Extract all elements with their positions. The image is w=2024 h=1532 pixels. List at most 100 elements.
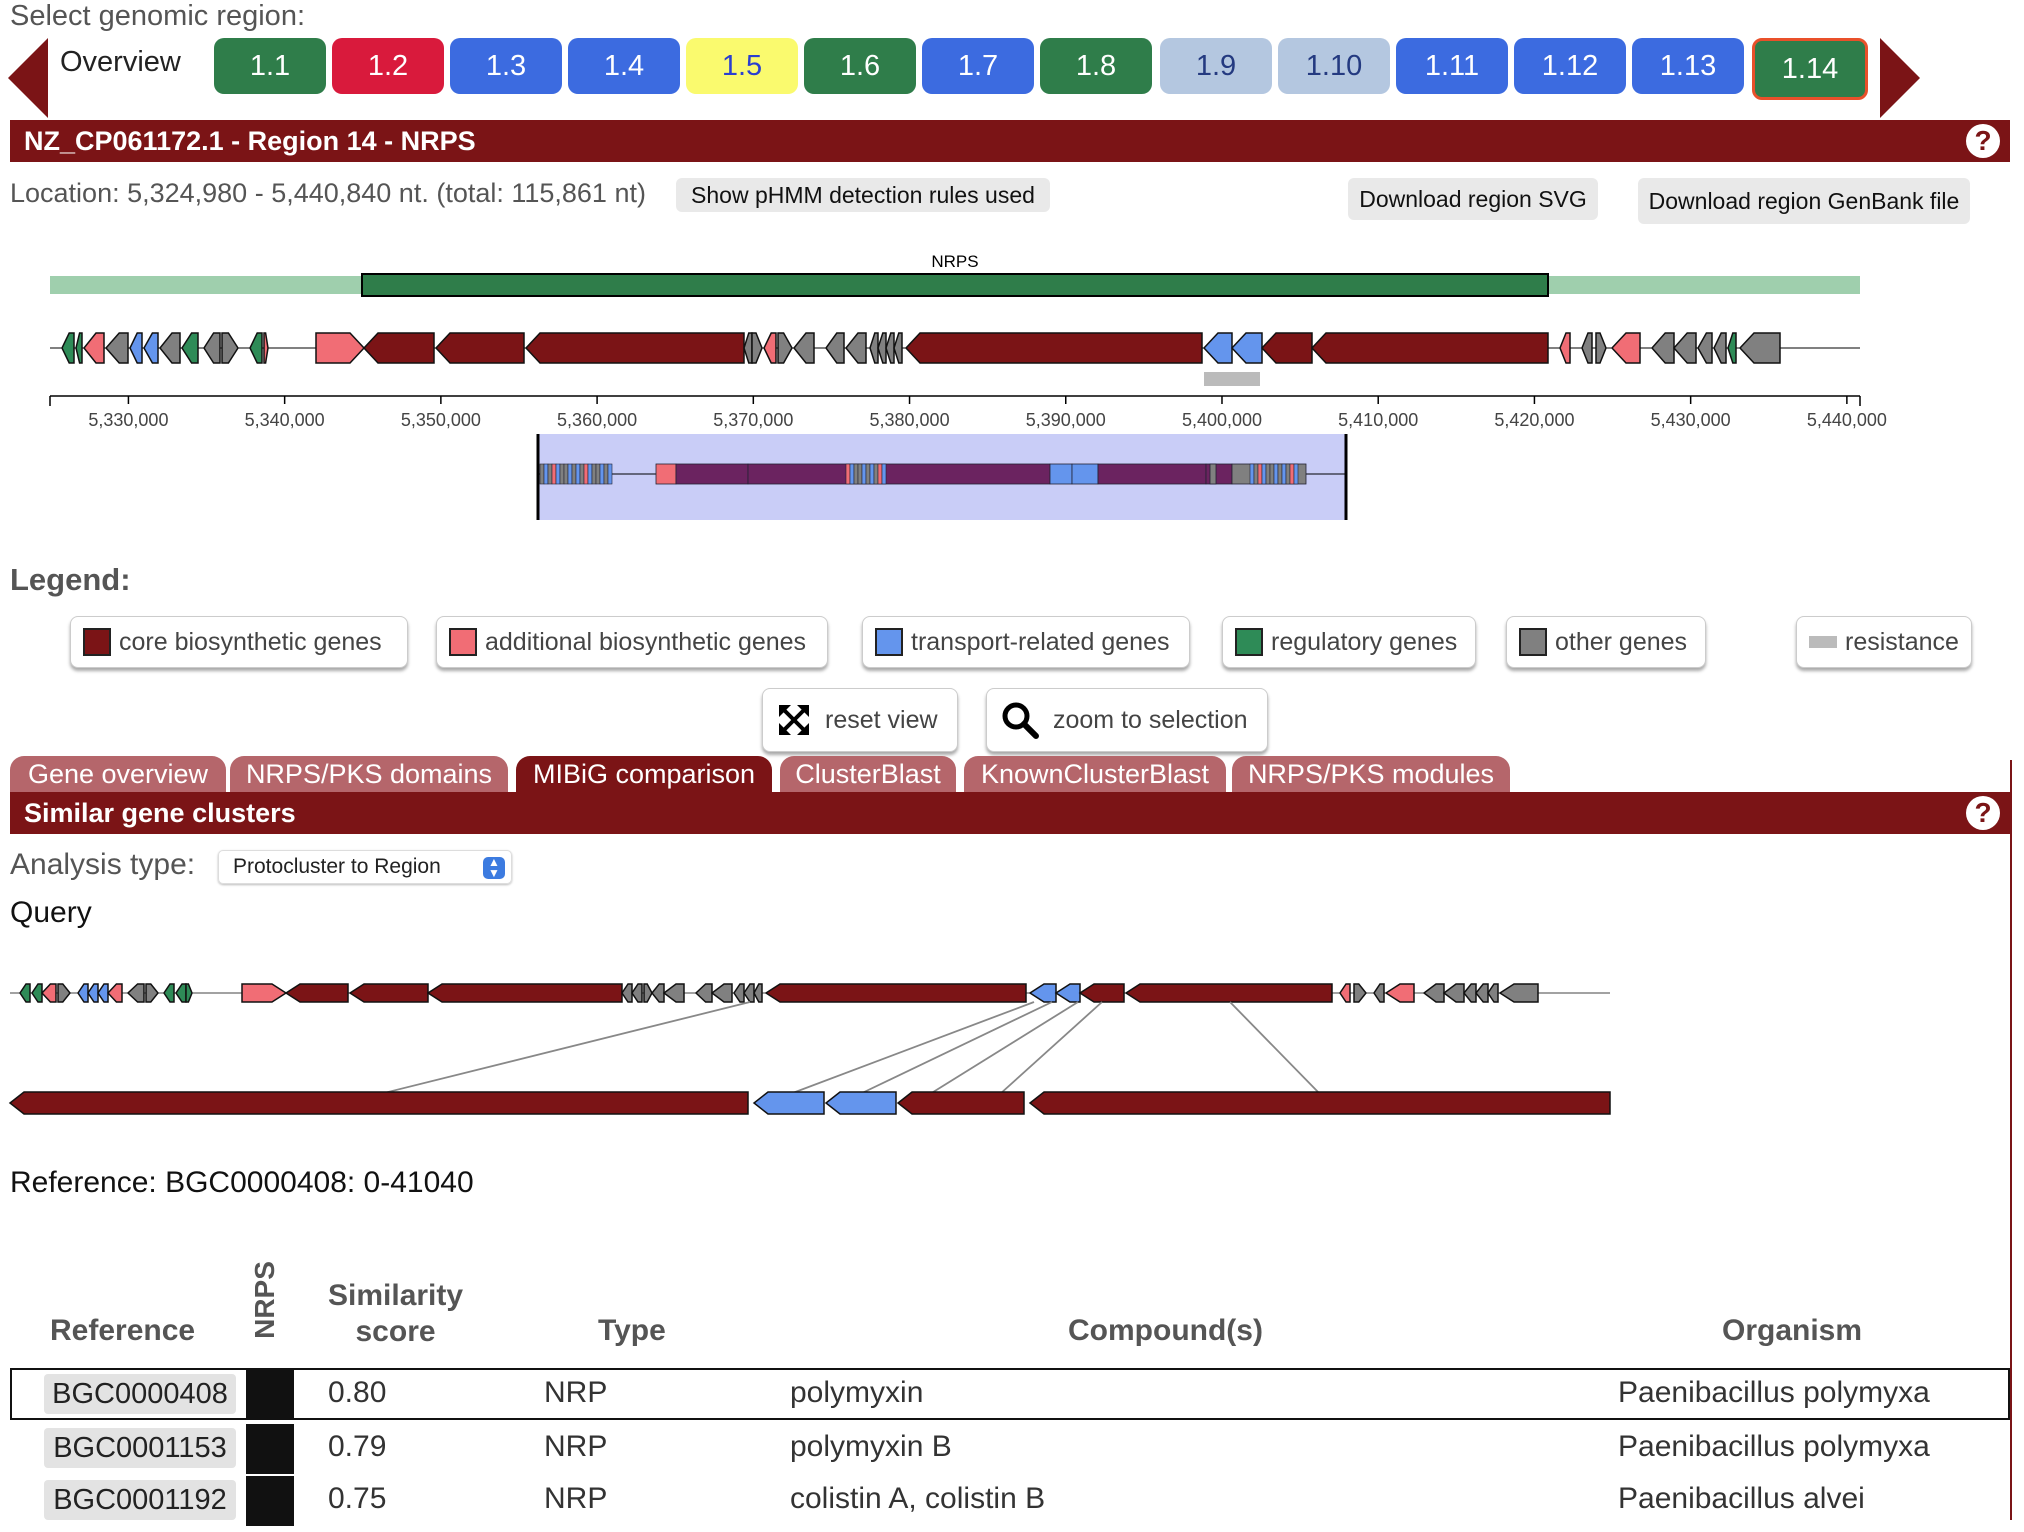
query-gene-arrow[interactable] — [753, 983, 763, 1003]
gene-arrow[interactable] — [1727, 332, 1737, 364]
query-gene-arrow[interactable] — [1463, 983, 1477, 1003]
reset-view-button[interactable]: reset view — [762, 688, 958, 752]
download-genbank-button[interactable]: Download region GenBank file — [1638, 178, 1970, 224]
previous-region-arrow-icon[interactable] — [8, 38, 48, 118]
reference-gene-arrow[interactable] — [752, 1091, 825, 1115]
gene-arrow[interactable] — [1559, 332, 1571, 364]
gene-arrow[interactable] — [83, 332, 105, 364]
query-gene-arrow[interactable] — [31, 983, 43, 1003]
column-nrps[interactable]: NRPS — [248, 1256, 288, 1342]
query-gene-arrow[interactable] — [1487, 983, 1499, 1003]
query-gene-arrow[interactable] — [40, 983, 57, 1003]
region-button-1-9[interactable]: 1.9 — [1160, 38, 1272, 94]
query-gene-arrow[interactable] — [185, 983, 193, 1003]
query-gene-arrow[interactable] — [1078, 983, 1125, 1003]
region-button-1-5[interactable]: 1.5 — [686, 38, 798, 94]
gene-arrow[interactable] — [1738, 332, 1781, 364]
query-gene-arrow[interactable] — [241, 983, 288, 1003]
gene-arrow[interactable] — [1673, 332, 1697, 364]
region-button-1-8[interactable]: 1.8 — [1040, 38, 1152, 94]
query-gene-arrow[interactable] — [621, 983, 633, 1003]
column-compounds[interactable]: Compound(s) — [1068, 1314, 1263, 1347]
gene-arrow[interactable] — [1202, 332, 1233, 364]
gene-arrow[interactable] — [1310, 332, 1549, 364]
protocluster-nrps-bar[interactable] — [361, 273, 1549, 297]
gene-arrow[interactable] — [763, 332, 777, 364]
gene-arrow[interactable] — [885, 332, 895, 364]
next-region-arrow-icon[interactable] — [1880, 38, 1920, 118]
gene-arrow[interactable] — [1713, 332, 1727, 364]
gene-arrow[interactable] — [524, 332, 745, 364]
gene-arrow[interactable] — [877, 332, 887, 364]
gene-arrow[interactable] — [75, 332, 83, 364]
gene-arrow[interactable] — [1651, 332, 1675, 364]
query-gene-arrow[interactable] — [1384, 983, 1415, 1003]
query-gene-arrow[interactable] — [694, 983, 713, 1003]
region-button-1-14[interactable]: 1.14 — [1752, 38, 1868, 100]
tab-nrps-pks-modules[interactable]: NRPS/PKS modules — [1232, 756, 1510, 792]
gene-arrow[interactable] — [159, 332, 181, 364]
help-icon[interactable]: ? — [1966, 796, 2000, 830]
query-gene-arrow[interactable] — [710, 983, 733, 1003]
gene-arrow[interactable] — [263, 332, 269, 364]
tab-mibig-comparison[interactable]: MIBiG comparison — [516, 756, 772, 792]
tab-gene-overview[interactable]: Gene overview — [10, 756, 226, 792]
gene-arrow[interactable] — [793, 332, 815, 364]
query-gene-arrow[interactable] — [1422, 983, 1445, 1003]
query-gene-arrow[interactable] — [163, 983, 175, 1003]
show-detection-rules-button[interactable]: Show pHMM detection rules used — [676, 178, 1050, 212]
zoomed-region-minimap[interactable] — [0, 434, 2024, 534]
analysis-type-select[interactable]: Protocluster to Region ▲ ▼ — [218, 850, 512, 884]
reference-gene-arrow[interactable] — [8, 1091, 749, 1115]
gene-arrow[interactable] — [221, 332, 239, 364]
download-svg-button[interactable]: Download region SVG — [1348, 178, 1598, 220]
query-gene-arrow[interactable] — [19, 983, 31, 1003]
query-gene-arrow[interactable] — [1442, 983, 1465, 1003]
legend-item-resistance[interactable]: resistance — [1796, 616, 1972, 668]
gene-arrow[interactable] — [1230, 332, 1263, 364]
gene-arrow[interactable] — [203, 332, 221, 364]
tab-knownclusterblast[interactable]: KnownClusterBlast — [964, 756, 1226, 792]
query-gene-arrow[interactable] — [145, 983, 159, 1003]
gene-arrow[interactable] — [1610, 332, 1641, 364]
gene-arrow[interactable] — [362, 332, 435, 364]
overview-link[interactable]: Overview — [60, 46, 181, 78]
query-gene-arrow[interactable] — [1475, 983, 1489, 1003]
query-gene-arrow[interactable] — [1353, 983, 1367, 1003]
query-gene-arrow[interactable] — [175, 983, 187, 1003]
gene-arrow[interactable] — [743, 332, 753, 364]
gene-arrow[interactable] — [143, 332, 159, 364]
query-gene-arrow[interactable] — [662, 983, 685, 1003]
gene-arrow[interactable] — [434, 332, 525, 364]
gene-arrow[interactable] — [904, 332, 1203, 364]
gene-arrow[interactable] — [249, 332, 263, 364]
region-button-1-13[interactable]: 1.13 — [1632, 38, 1744, 94]
reference-gene-arrow[interactable] — [824, 1091, 897, 1115]
query-gene-arrow[interactable] — [1339, 983, 1351, 1003]
zoom-to-selection-button[interactable]: zoom to selection — [986, 688, 1268, 752]
query-gene-arrow[interactable] — [57, 983, 71, 1003]
query-gene-arrow[interactable] — [631, 983, 643, 1003]
query-gene-arrow[interactable] — [1373, 983, 1385, 1003]
column-organism[interactable]: Organism — [1722, 1314, 1863, 1347]
region-button-1-3[interactable]: 1.3 — [450, 38, 562, 94]
query-gene-arrow[interactable] — [764, 983, 1027, 1003]
gene-arrow[interactable] — [61, 332, 75, 364]
help-icon[interactable]: ? — [1966, 124, 2000, 158]
legend-item-transport-related-genes[interactable]: transport-related genes — [862, 616, 1190, 668]
query-gene-arrow[interactable] — [1028, 983, 1057, 1003]
query-gene-arrow[interactable] — [651, 983, 665, 1003]
gene-arrow[interactable] — [751, 332, 763, 364]
column-similarity[interactable]: Similarity score — [328, 1278, 463, 1350]
region-button-1-12[interactable]: 1.12 — [1514, 38, 1626, 94]
region-button-1-4[interactable]: 1.4 — [568, 38, 680, 94]
query-gene-arrow[interactable] — [426, 983, 623, 1003]
gene-arrow[interactable] — [105, 332, 129, 364]
legend-item-core-biosynthetic-genes[interactable]: core biosynthetic genes — [70, 616, 408, 668]
gene-arrow[interactable] — [181, 332, 199, 364]
query-gene-arrow[interactable] — [1498, 983, 1539, 1003]
tab-nrps-pks-domains[interactable]: NRPS/PKS domains — [230, 756, 508, 792]
query-gene-arrow[interactable] — [126, 983, 145, 1003]
reference-link[interactable]: BGC0001153 — [44, 1428, 236, 1468]
region-button-1-10[interactable]: 1.10 — [1278, 38, 1390, 94]
